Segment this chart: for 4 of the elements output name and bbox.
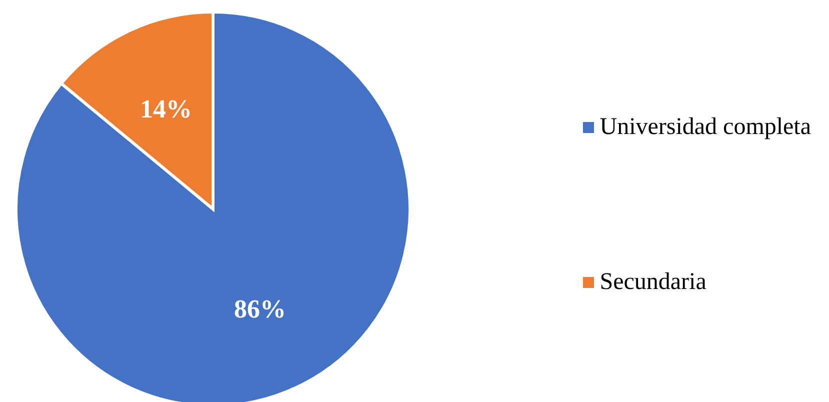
data-label: 14% xyxy=(140,94,192,124)
legend-label: Secundaria xyxy=(600,269,706,296)
legend-label: Universidad completa xyxy=(600,114,811,141)
data-label: 86% xyxy=(234,294,286,324)
